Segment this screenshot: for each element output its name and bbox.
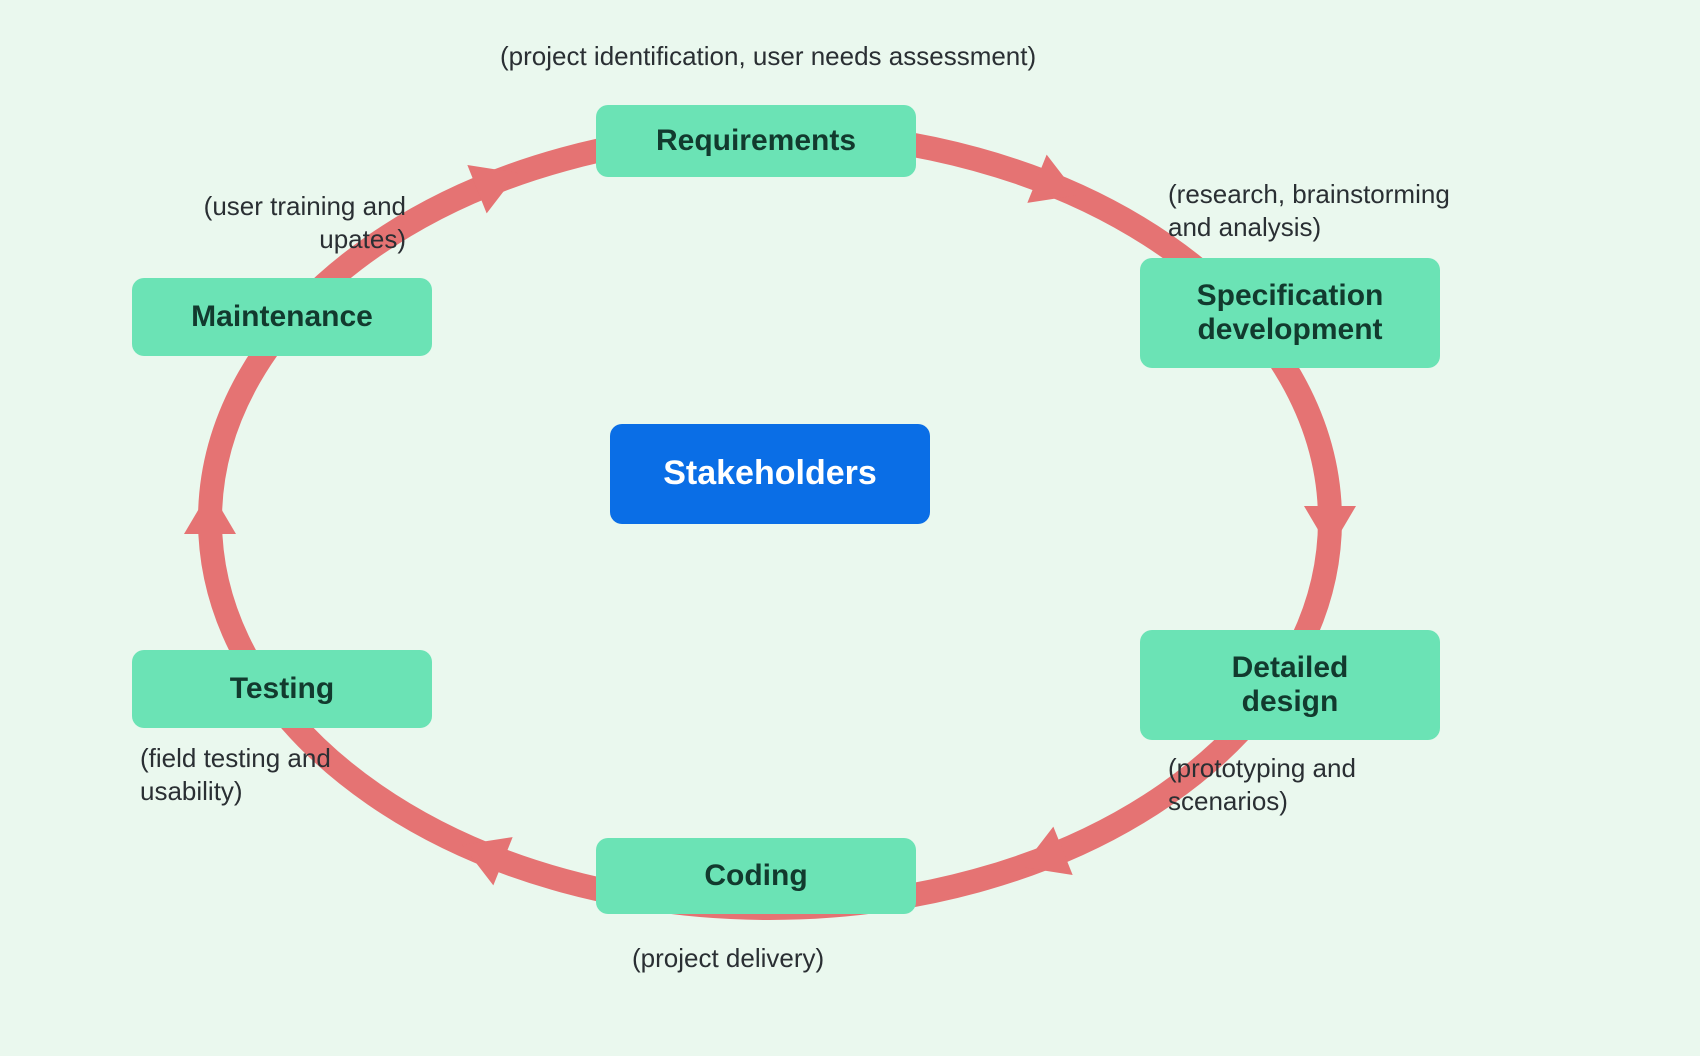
phase-node-testing: Testing	[132, 650, 432, 728]
center-node-stakeholders: Stakeholders	[610, 424, 930, 524]
phase-node-specification: Specification development	[1140, 258, 1440, 368]
phase-node-coding: Coding	[596, 838, 916, 914]
phase-node-design: Detailed design	[1140, 630, 1440, 740]
phase-caption-requirements: (project identification, user needs asse…	[500, 40, 1036, 73]
diagram-stage: Stakeholders Requirements (project identif…	[0, 0, 1700, 1056]
phase-caption-maintenance: (user training and upates)	[136, 190, 406, 255]
phase-node-requirements: Requirements	[596, 105, 916, 177]
phase-caption-coding: (project delivery)	[632, 942, 824, 975]
phase-caption-specification: (research, brainstorming and analysis)	[1168, 178, 1450, 243]
phase-caption-design: (prototyping and scenarios)	[1168, 752, 1356, 817]
cycle-arrowhead	[1304, 506, 1356, 550]
cycle-arrowhead	[184, 490, 236, 534]
phase-node-maintenance: Maintenance	[132, 278, 432, 356]
phase-caption-testing: (field testing and usability)	[140, 742, 331, 807]
